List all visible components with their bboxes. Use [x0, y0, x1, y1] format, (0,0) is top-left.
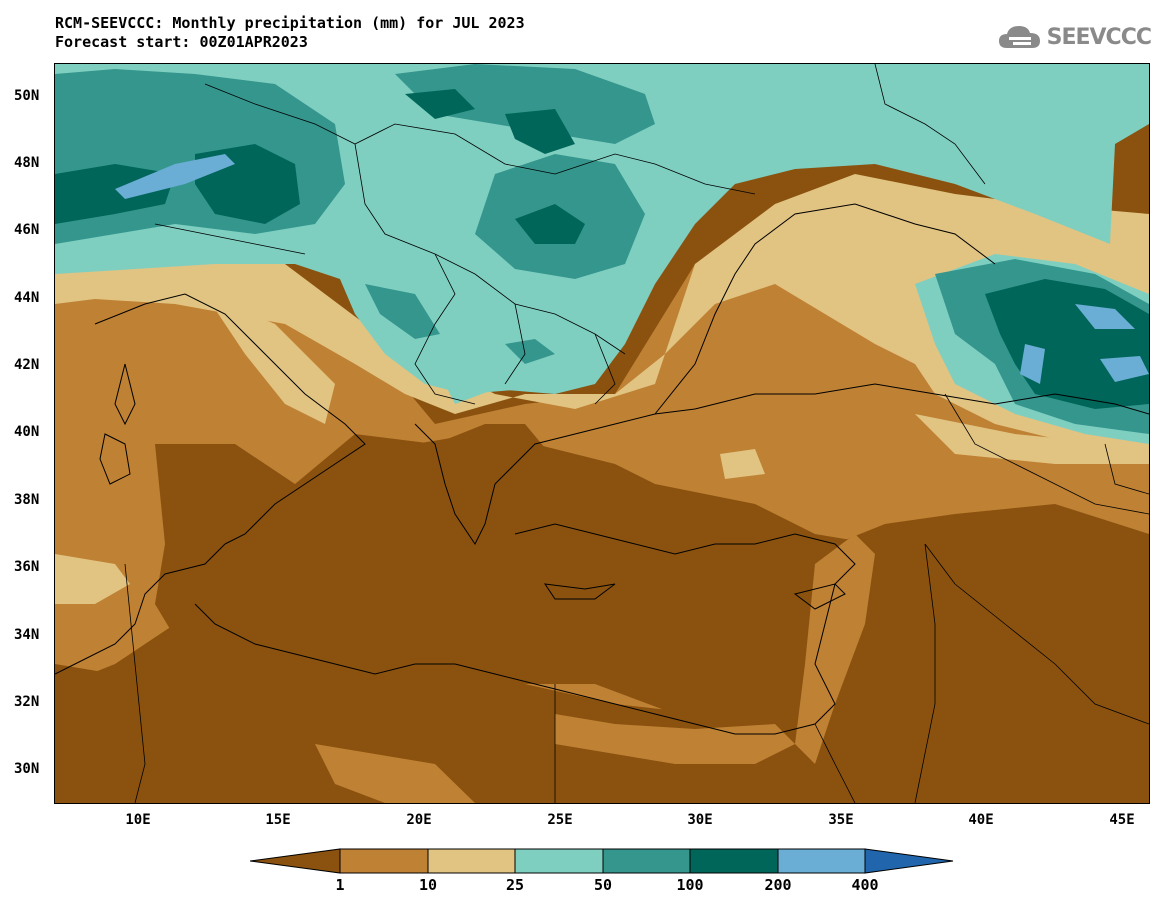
- lon-label-45e: 45E: [1109, 812, 1135, 828]
- legend-label-100: 100: [676, 876, 704, 894]
- legend-swatch-3: [514, 848, 604, 874]
- color-legend: [249, 848, 955, 878]
- lat-label-50n: 50N: [14, 88, 40, 104]
- title-line-1: RCM-SEEVCCC: Monthly precipitation (mm) …: [55, 14, 525, 32]
- legend-swatch-7: [864, 848, 954, 874]
- legend-label-25: 25: [505, 876, 525, 894]
- contour-100-200-carp: [505, 109, 575, 154]
- lat-label-32n: 32N: [14, 694, 40, 710]
- chart-title: RCM-SEEVCCC: Monthly precipitation (mm) …: [55, 14, 525, 52]
- contour-50-100-carpathians: [395, 64, 655, 144]
- contour-10-25-spot1: [720, 449, 765, 479]
- lat-label-46n: 46N: [14, 222, 40, 238]
- lat-label-40n: 40N: [14, 424, 40, 440]
- contour-200-400-cauc3: [1100, 356, 1149, 382]
- contour-10-25-east: [915, 414, 1149, 464]
- legend-swatch-1: [339, 848, 429, 874]
- country-borders: [124, 64, 1149, 803]
- lon-label-40e: 40E: [968, 812, 994, 828]
- lat-label-34n: 34N: [14, 627, 40, 643]
- contour-1-10-levant: [795, 534, 875, 764]
- lat-label-38n: 38N: [14, 492, 40, 508]
- contour-1-10-b: [55, 504, 195, 684]
- legend-label-200: 200: [764, 876, 792, 894]
- precipitation-map: [54, 63, 1150, 804]
- lat-label-36n: 36N: [14, 559, 40, 575]
- lat-label-44n: 44N: [14, 290, 40, 306]
- legend-swatch-5: [689, 848, 779, 874]
- legend-label-400: 400: [851, 876, 879, 894]
- contour-200-400-cauc1: [1075, 304, 1135, 329]
- contour-100-200-trans: [515, 204, 585, 244]
- contour-10-25-spot2: [55, 554, 130, 604]
- lon-label-15e: 15E: [265, 812, 291, 828]
- legend-swatch-0: [249, 848, 341, 874]
- contour-1-10-nile: [315, 744, 475, 803]
- seevccc-logo: SEEVCCC: [997, 22, 1152, 52]
- lat-label-48n: 48N: [14, 155, 40, 171]
- lat-label-30n: 30N: [14, 761, 40, 777]
- title-line-2: Forecast start: 00Z01APR2023: [55, 33, 308, 51]
- contour-1-10-egypt: [555, 714, 795, 764]
- contour-50-100-dinaric: [365, 284, 440, 339]
- contour-sea-dry: [155, 434, 1149, 803]
- legend-label-50: 50: [593, 876, 613, 894]
- lon-label-25e: 25E: [547, 812, 573, 828]
- cloud-icon: [998, 26, 1040, 48]
- contour-200-400-cauc2: [1020, 344, 1045, 384]
- legend-swatch-4: [602, 848, 691, 874]
- lon-label-30e: 30E: [687, 812, 713, 828]
- legend-swatch-6: [777, 848, 866, 874]
- legend-swatch-2: [427, 848, 516, 874]
- lon-label-35e: 35E: [828, 812, 854, 828]
- contour-200-400-alps: [115, 154, 235, 199]
- contour-10-25: [55, 174, 1149, 454]
- lon-label-20e: 20E: [406, 812, 432, 828]
- coastlines: [55, 203, 1149, 735]
- contour-50-100-spot: [505, 339, 555, 364]
- legend-label-1: 1: [335, 876, 345, 894]
- lat-label-42n: 42N: [14, 357, 40, 373]
- lon-label-10e: 10E: [125, 812, 151, 828]
- legend-label-10: 10: [418, 876, 438, 894]
- logo-text: SEEVCCC: [1046, 24, 1152, 50]
- contour-100-200-north: [405, 89, 475, 119]
